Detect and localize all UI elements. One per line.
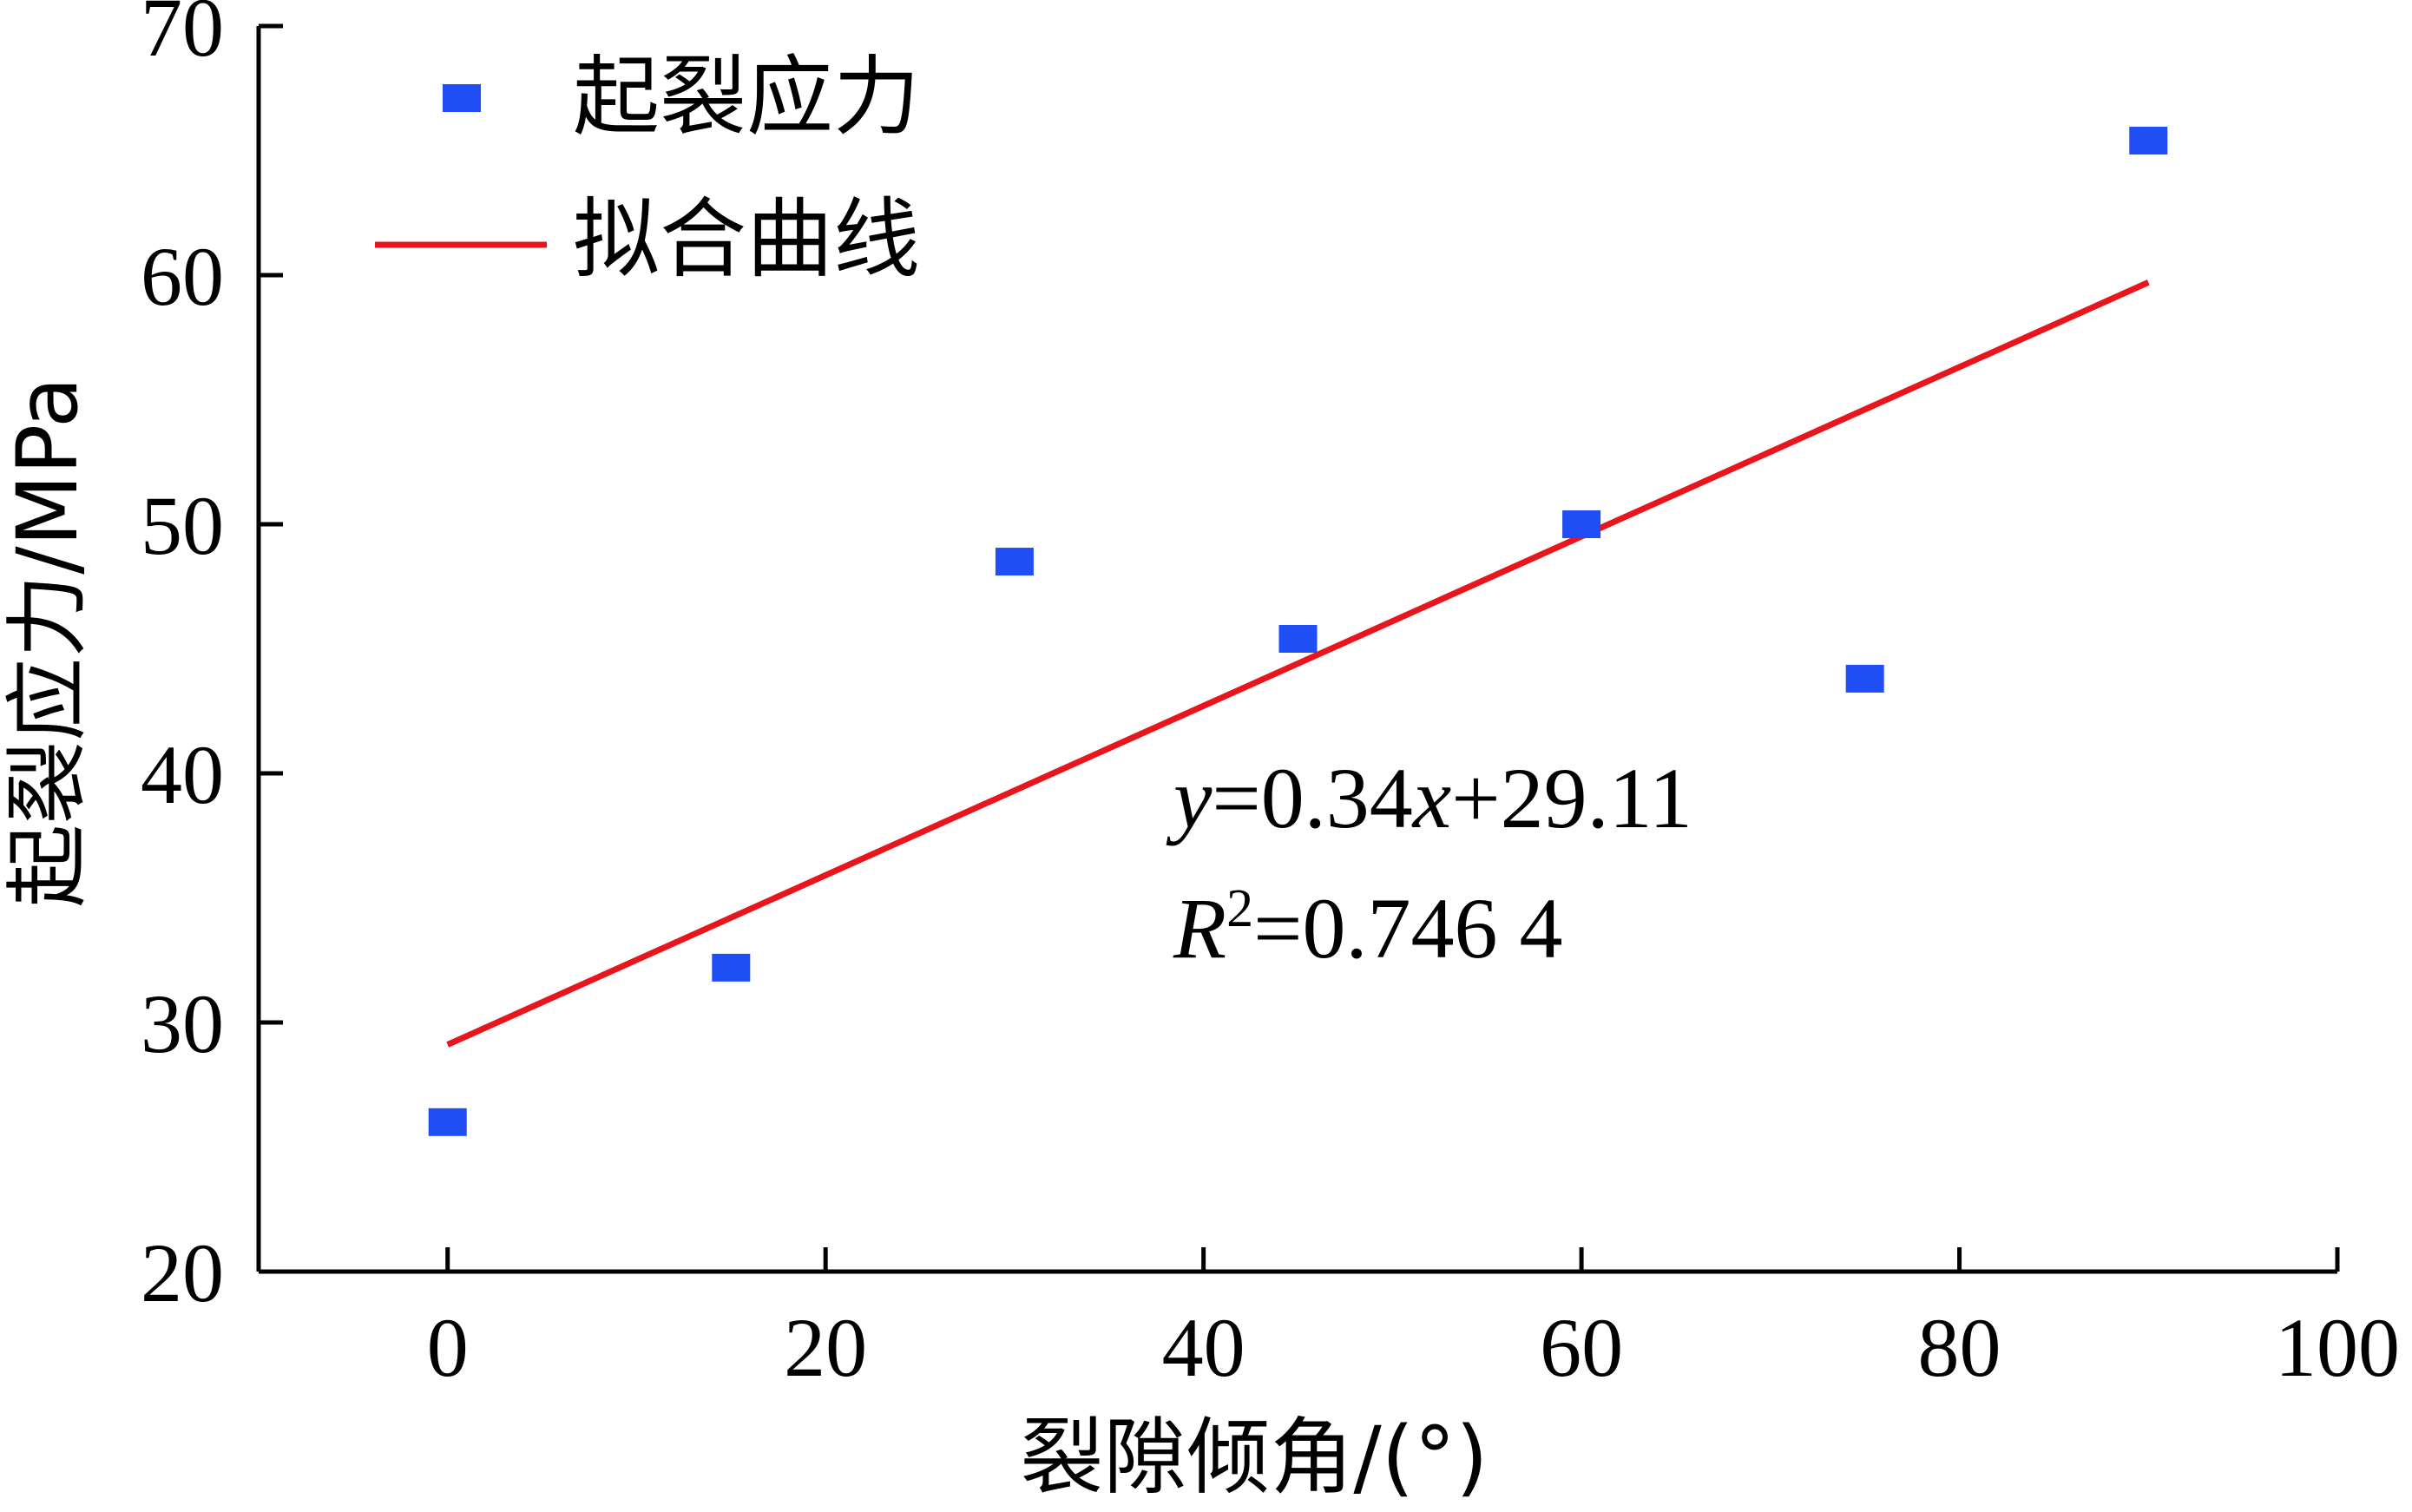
x-axis-title: 裂隙倾角/(°): [1020, 1409, 1488, 1506]
y-tick-label: 50: [141, 479, 224, 572]
legend-line-label: 拟合曲线: [573, 188, 920, 290]
y-tick-label: 70: [141, 0, 224, 74]
r-squared-text: R2=0.746 4: [1173, 879, 1563, 976]
scatter-points: [428, 127, 2168, 1136]
y-tick-label: 30: [141, 977, 224, 1070]
data-point: [1562, 510, 1601, 538]
fit-line: [446, 279, 2150, 1048]
fit-line-group: [446, 279, 2150, 1048]
data-point: [2129, 127, 2168, 155]
x-tick-label: 20: [784, 1301, 867, 1394]
y-axis-title: 起裂应力/MPa: [0, 377, 96, 908]
y-tick-label: 40: [141, 728, 224, 821]
axis-ticks: 0 20 40 60 80 100 20 30 40 50 60 70: [141, 0, 2400, 1394]
legend-scatter-marker: [443, 84, 481, 112]
y-tick-label: 20: [141, 1226, 224, 1319]
y-tick-label: 60: [141, 230, 224, 323]
legend: 起裂应力 拟合曲线: [375, 46, 920, 290]
fit-annotation: y=0.34x+29.11 R2=0.746 4: [1166, 750, 1692, 976]
data-point: [712, 953, 751, 982]
x-tick-label: 60: [1540, 1301, 1623, 1394]
data-point: [995, 548, 1034, 576]
x-tick-label: 80: [1918, 1301, 2001, 1394]
equation-text: y=0.34x+29.11: [1166, 750, 1692, 846]
x-tick-label: 100: [2275, 1301, 2400, 1394]
x-tick-label: 0: [427, 1301, 469, 1394]
data-point: [1278, 625, 1318, 654]
plot-frame: [256, 26, 2337, 1274]
x-tick-label: 40: [1162, 1301, 1245, 1394]
data-point: [1845, 664, 1884, 693]
legend-scatter-label: 起裂应力: [573, 46, 920, 148]
data-point: [428, 1108, 467, 1136]
